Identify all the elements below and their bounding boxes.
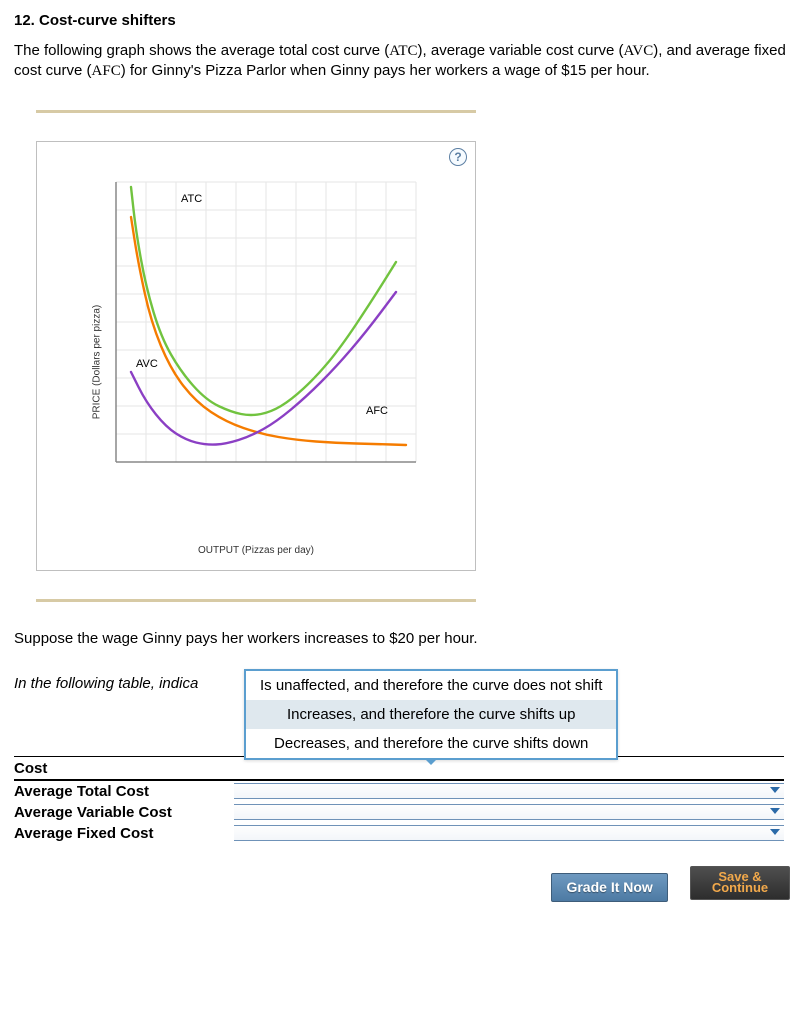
svg-text:AFC: AFC [366,405,388,417]
svg-text:ATC: ATC [181,193,202,205]
cost-row-select[interactable] [234,804,784,820]
grade-button[interactable]: Grade It Now [551,873,667,902]
save-continue-button[interactable]: Save & Continue [690,866,790,900]
table-row: Average Variable Cost [14,802,784,823]
divider-bottom [36,599,476,602]
divider-top [36,110,476,113]
cost-row-select[interactable] [234,783,784,799]
question-title: 12. Cost-curve shifters [14,12,798,29]
body-text: ) for Ginny's Pizza Parlor when Ginny pa… [121,62,650,79]
cost-row-select[interactable] [234,825,784,841]
chevron-down-icon [770,787,780,793]
followup-question: Suppose the wage Ginny pays her workers … [14,630,798,647]
table-row: Average Fixed Cost [14,823,784,844]
cost-curve-chart: AFC ATC AVC [76,172,436,492]
question-body: The following graph shows the average to… [14,41,798,82]
chart-area: PRICE (Dollars per pizza) AFCATCAVC OUTP… [46,172,466,552]
y-axis-label: PRICE (Dollars per pizza) [92,304,103,418]
save-line2: Continue [705,882,775,894]
button-row: Grade It Now Save & Continue [14,866,798,903]
body-text: The following graph shows the average to… [14,42,389,59]
chevron-down-icon [770,808,780,814]
dropdown-option[interactable]: Decreases, and therefore the curve shift… [246,729,616,758]
cost-row-label: Average Total Cost [14,780,234,802]
afc-abbrev: AFC [92,63,121,79]
chart-panel: ? PRICE (Dollars per pizza) AFC ATC AVC OU… [36,141,476,571]
table-section: In the following table, indica Is unaffe… [14,647,798,844]
cost-row-label: Average Fixed Cost [14,823,234,844]
chevron-down-icon [770,829,780,835]
cost-row-label: Average Variable Cost [14,802,234,823]
atc-abbrev: ATC [389,43,417,59]
cost-table: Cost Average Total CostAverage Variable … [14,756,784,844]
table-row: Average Total Cost [14,780,784,802]
dropdown-arrow-icon [424,758,438,765]
cost-table-header: Cost [14,756,784,780]
avc-abbrev: AVC [623,43,653,59]
dropdown-option[interactable]: Increases, and therefore the curve shift… [246,700,616,729]
table-instruction: In the following table, indica [14,675,198,692]
svg-text:AVC: AVC [136,358,158,370]
dropdown-popup[interactable]: Is unaffected, and therefore the curve d… [244,669,618,760]
help-icon[interactable]: ? [449,148,467,166]
body-text: ), average variable cost curve ( [418,42,624,59]
x-axis-label: OUTPUT (Pizzas per day) [198,545,314,556]
dropdown-option[interactable]: Is unaffected, and therefore the curve d… [246,671,616,700]
